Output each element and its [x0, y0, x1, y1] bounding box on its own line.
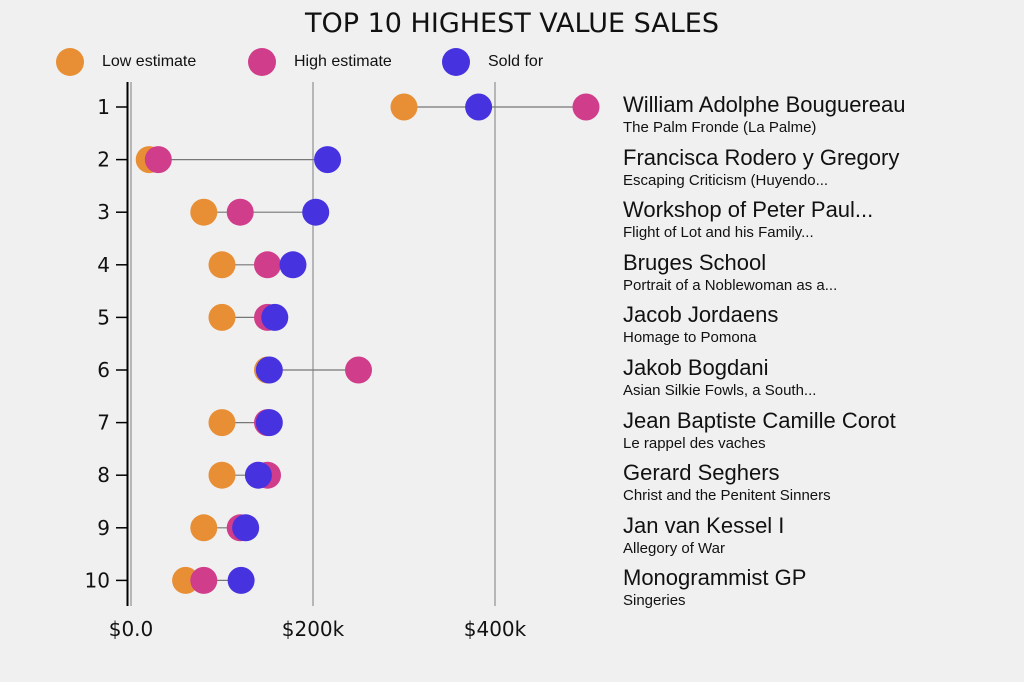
point-sold	[255, 356, 283, 384]
point-low	[208, 303, 236, 331]
point-sold	[279, 251, 307, 279]
artwork-title: Asian Silkie Fowls, a South...	[623, 382, 817, 399]
artist-name: Workshop of Peter Paul...	[623, 197, 874, 223]
point-high	[572, 93, 600, 121]
x-tick-label: $0.0	[109, 617, 154, 641]
y-tick-label: 7	[97, 411, 110, 435]
point-low	[208, 461, 236, 489]
y-tick-label: 4	[97, 253, 110, 277]
point-sold	[314, 146, 342, 174]
legend-dot-high-estimate-icon	[248, 48, 276, 76]
point-high	[144, 146, 172, 174]
artwork-title: Flight of Lot and his Family...	[623, 224, 814, 242]
point-high	[254, 251, 281, 279]
artwork-title: Christ and the Penitent Sinners	[623, 487, 831, 505]
point-high	[345, 356, 372, 384]
artist-name: Jean Baptiste Camille Corot	[623, 407, 896, 433]
legend-label: Sold for	[488, 53, 544, 70]
artist-name: William Adolphe Bouguereau	[623, 92, 906, 117]
point-low	[390, 93, 418, 121]
point-sold	[261, 303, 289, 331]
y-tick-label: 5	[97, 305, 110, 329]
artwork-title: Homage to Pomona	[623, 329, 757, 347]
x-tick-label: $200k	[282, 617, 345, 641]
artist-name: Jacob Jordaens	[623, 302, 779, 328]
y-tick-label: 6	[97, 358, 110, 382]
y-tick-label: 3	[97, 200, 110, 224]
artwork-title: Allegory of War	[623, 539, 725, 557]
artwork-title: Singeries	[623, 592, 686, 610]
point-sold	[302, 198, 330, 226]
legend-item-high-estimate: High estimate	[248, 48, 392, 76]
chart-title: TOP 10 HIGHEST VALUE SALES	[305, 8, 719, 39]
point-sold	[255, 409, 283, 437]
artwork-title: The Palm Fronde (La Palme)	[623, 119, 817, 136]
legend-item-low-estimate: Low estimate	[56, 48, 196, 76]
legend-dot-low-estimate-icon	[56, 48, 84, 76]
artist-name: Monogrammist GP	[623, 565, 807, 591]
artist-name: Jan van Kessel I	[623, 512, 785, 538]
y-tick-label: 8	[97, 463, 110, 487]
artwork-title: Le rappel des vaches	[623, 434, 766, 452]
y-tick-label: 2	[97, 148, 110, 172]
point-low	[208, 251, 236, 279]
point-low	[190, 514, 218, 542]
artist-name: Jakob Bogdani	[623, 355, 769, 380]
legend-dot-sold-for-icon	[442, 48, 470, 76]
point-low	[190, 198, 218, 226]
legend-item-sold-for: Sold for	[442, 48, 543, 76]
point-high	[190, 566, 218, 594]
point-high	[226, 198, 254, 226]
legend-label: High estimate	[294, 53, 392, 70]
legend-label: Low estimate	[102, 53, 197, 70]
artist-name: Gerard Seghers	[623, 460, 780, 486]
artist-name: Francisca Rodero y Gregory	[623, 144, 900, 170]
x-tick-label: $400k	[464, 617, 527, 641]
y-tick-label: 9	[97, 516, 110, 540]
point-sold	[232, 514, 260, 542]
y-tick-label: 1	[97, 95, 110, 119]
artist-name: Bruges School	[623, 249, 767, 275]
point-sold	[227, 566, 255, 594]
artwork-title: Escaping Criticism (Huyendo...	[623, 171, 829, 189]
artwork-title: Portrait of a Noblewoman as a...	[623, 276, 838, 294]
point-sold	[465, 93, 493, 121]
point-low	[208, 409, 236, 437]
point-sold	[244, 461, 272, 489]
y-tick-label: 10	[85, 568, 110, 592]
